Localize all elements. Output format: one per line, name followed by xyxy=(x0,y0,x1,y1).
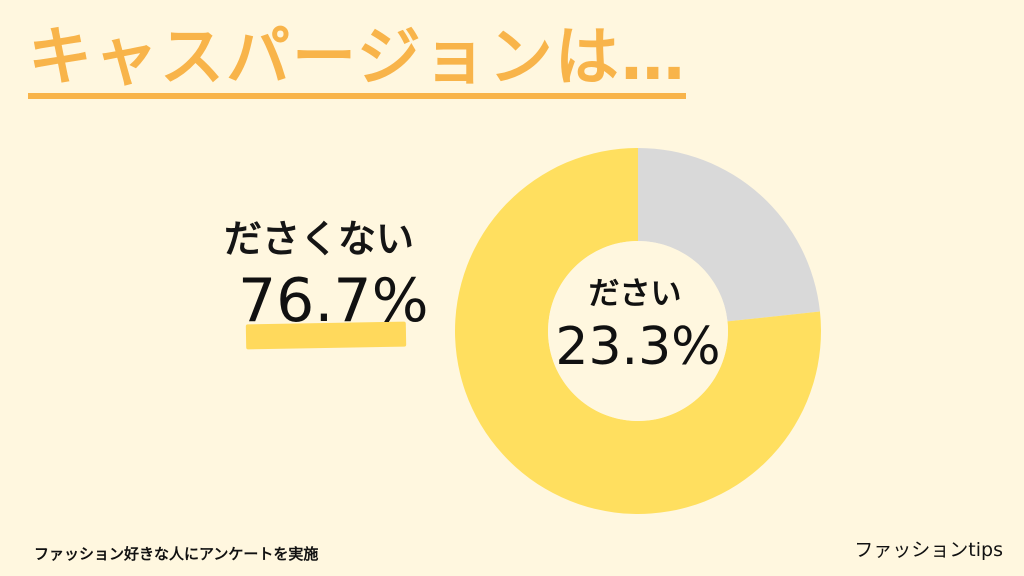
donut-center-hole xyxy=(548,241,728,421)
title-underline xyxy=(28,93,686,99)
survey-footnote: ファッション好きな人にアンケートを実施 xyxy=(34,545,319,563)
brand-name: ファッションtips xyxy=(854,539,1003,561)
pie-slice-not-dasai xyxy=(454,148,821,514)
not-dasai-label: ださくない xyxy=(224,217,415,261)
dasai-label: ださい xyxy=(588,276,682,312)
dasai-percentage: 23.3% xyxy=(555,317,721,377)
not-dasai-percentage: 76.7% xyxy=(238,266,429,336)
pie-slice-dasai xyxy=(638,148,820,322)
chart-title: キャスパージョンは… xyxy=(28,21,687,95)
donut-slices xyxy=(454,148,821,514)
